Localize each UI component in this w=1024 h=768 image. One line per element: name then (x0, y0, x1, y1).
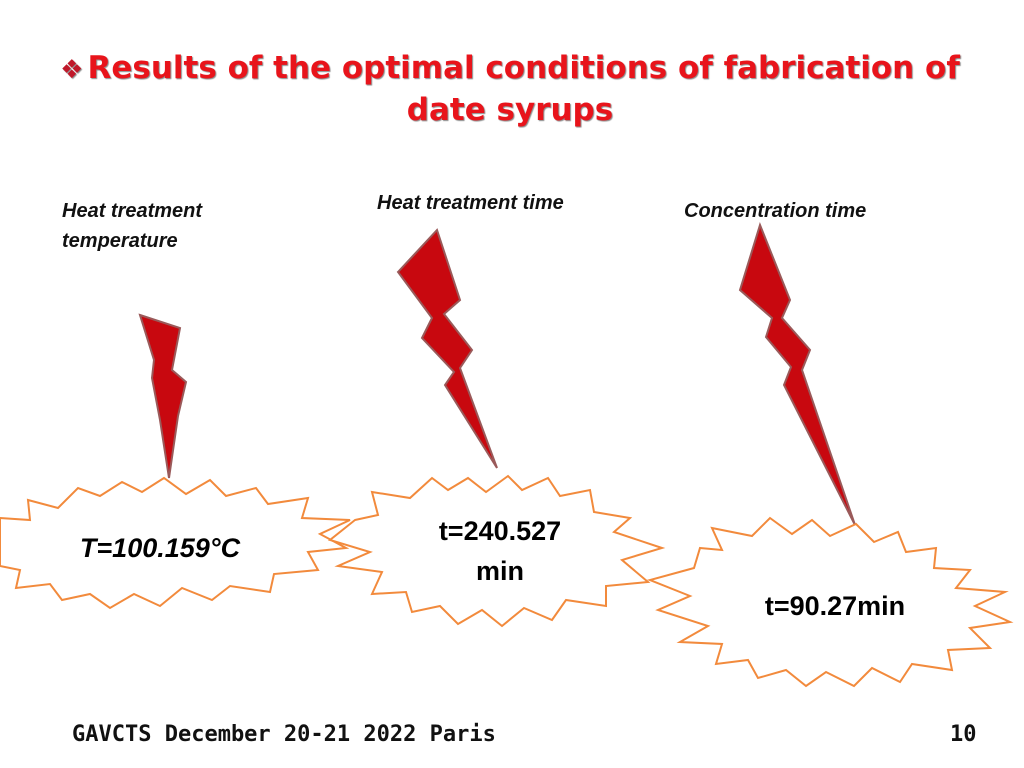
value-line: T=100.159°C (79, 533, 241, 563)
label-line: Heat treatment time (377, 192, 564, 214)
value-line: min (475, 556, 524, 586)
value-line: t=240.527 (438, 516, 562, 546)
diamond-bullet-icon: ❖ (60, 55, 84, 85)
footer-event: GAVCTS December 20-21 2022 Paris (72, 722, 496, 747)
starburst-shape (646, 516, 1014, 688)
page-number: 10 (950, 722, 977, 747)
label-line: Concentration time (684, 200, 867, 222)
label-line: Heat treatment (62, 200, 203, 222)
label-heat-treatment-temperature: Heat treatment temperature (62, 196, 202, 256)
lightning-bolt-icon (138, 313, 188, 479)
slide-title-text: Results of the optimal conditions of fab… (87, 50, 960, 128)
label-heat-treatment-time: Heat treatment time (377, 188, 564, 218)
value-heat-treatment-time: t=240.527 min (400, 511, 600, 591)
value-concentration-time: t=90.27min (740, 586, 930, 626)
starburst-shape (327, 474, 666, 628)
lightning-bolt-icon (396, 228, 498, 469)
label-concentration-time: Concentration time (684, 196, 866, 226)
value-temperature: T=100.159°C (55, 528, 265, 568)
lightning-bolt-icon (738, 221, 856, 526)
slide-title: ❖ Results of the optimal conditions of fa… (60, 48, 960, 130)
label-line: temperature (62, 230, 178, 252)
value-line: t=90.27min (764, 591, 906, 621)
